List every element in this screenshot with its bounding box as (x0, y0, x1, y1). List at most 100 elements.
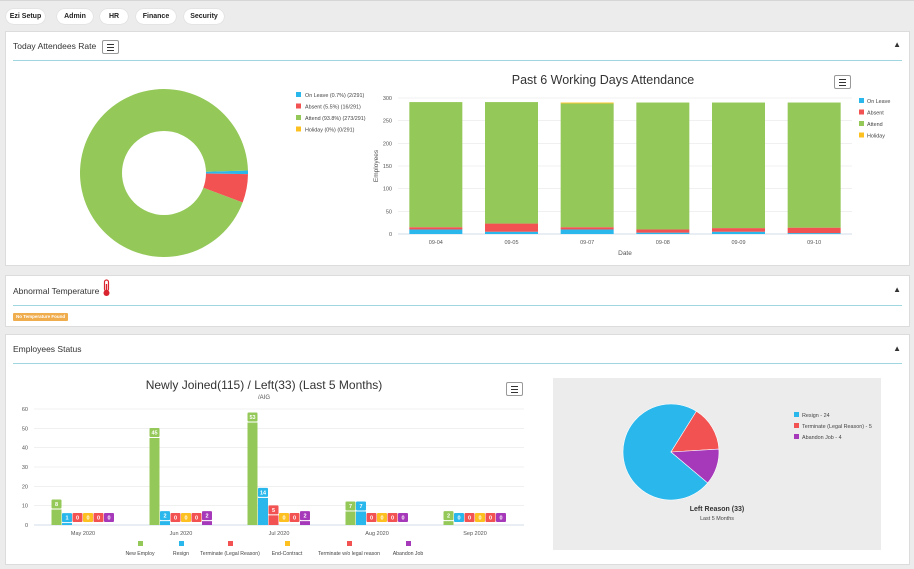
bar-segment (787, 227, 841, 234)
data-label: 2 (163, 514, 166, 520)
x-tick-label: Aug 2020 (365, 531, 389, 537)
data-label-bg (83, 513, 93, 522)
bar-segment (560, 102, 614, 104)
panel-title: Today Attendees Rate (13, 41, 97, 51)
bar (356, 511, 366, 525)
collapse-icon[interactable]: ▲ (893, 344, 901, 353)
chart-subtitle: Last 5 Months (700, 516, 734, 522)
data-label: 0 (401, 516, 404, 522)
legend-label: Attend (93.8%) (273/291) (305, 116, 366, 122)
data-label: 1 (65, 516, 68, 522)
data-label-bg (454, 513, 464, 522)
data-label: 45 (151, 431, 157, 437)
legend-swatch (859, 98, 864, 103)
nav-admin[interactable]: Admin (57, 9, 93, 24)
divider (13, 60, 902, 61)
bar-segment (712, 231, 765, 234)
data-label: 0 (97, 516, 100, 522)
panel-title: Employees Status (13, 344, 82, 354)
bar (62, 523, 72, 525)
data-label: 14 (260, 490, 267, 496)
legend-swatch (296, 92, 301, 97)
legend-label: On Leave (0.7%) (2/291) (305, 93, 365, 99)
data-label-bg (496, 513, 506, 522)
thermometer-icon (103, 279, 110, 296)
legend-swatch (859, 109, 864, 115)
x-tick-label: 09-04 (429, 240, 443, 246)
legend-swatch (859, 121, 864, 126)
legend-label: On Leave (867, 99, 890, 105)
y-tick-label: 0 (389, 232, 392, 238)
nav-hr[interactable]: HR (100, 9, 128, 24)
data-label: 0 (107, 516, 110, 522)
x-tick-label: Jun 2020 (170, 531, 193, 537)
data-label-bg (387, 513, 398, 522)
y-tick-label: 50 (22, 426, 28, 432)
data-label: 7 (359, 504, 362, 510)
data-label-bg (356, 501, 366, 511)
bar (258, 497, 268, 525)
bar-segment (560, 229, 614, 234)
legend-label: Resign - 24 (802, 413, 830, 419)
data-label: 5 (272, 508, 275, 514)
data-label-bg (366, 513, 377, 522)
legend-label: Terminate w/o legal reason (318, 551, 380, 557)
bar-segment (560, 227, 614, 230)
data-label-bg (475, 513, 485, 522)
legend-swatch (296, 103, 301, 109)
legend-swatch (794, 434, 799, 439)
data-label: 2 (205, 514, 208, 520)
attendees-panel: Today Attendees Rate ▲ On Leave (0.7%) (… (5, 31, 910, 266)
legend-label: Holiday (0%) (0/291) (305, 128, 355, 134)
data-label: 2 (303, 514, 306, 520)
data-label: 2 (447, 514, 450, 520)
legend-label: Terminate (Legal Reason) (200, 551, 260, 557)
data-label-bg (268, 505, 279, 515)
bar (247, 422, 258, 525)
y-tick-label: 60 (22, 407, 28, 413)
legend-swatch (285, 541, 290, 546)
bar (268, 515, 279, 525)
legend-label: End-Contract (272, 551, 303, 557)
y-tick-label: 30 (22, 465, 28, 471)
chart-menu-icon[interactable] (834, 75, 851, 89)
data-label: 0 (478, 516, 481, 522)
y-tick-label: 200 (383, 141, 392, 147)
data-label-bg (279, 513, 289, 522)
panel-title: Abnormal Temperature (13, 286, 100, 296)
bar-segment (485, 223, 538, 232)
bar-segment (636, 232, 690, 234)
bar-segment (485, 231, 538, 234)
legend-label: Abandon Job - 4 (802, 435, 842, 441)
data-label: 53 (249, 415, 255, 421)
data-label: 0 (380, 516, 383, 522)
data-label-bg (62, 513, 72, 523)
data-label-bg (51, 499, 62, 509)
collapse-icon[interactable]: ▲ (893, 40, 901, 49)
chart-menu-icon[interactable] (102, 40, 119, 54)
data-label: 0 (489, 516, 492, 522)
nav-finance[interactable]: Finance (136, 9, 176, 24)
nav-security[interactable]: Security (184, 9, 224, 24)
collapse-icon[interactable]: ▲ (893, 285, 901, 294)
bar (300, 521, 310, 525)
bar (345, 511, 356, 525)
x-tick-label: Sep 2020 (463, 531, 487, 537)
top-nav: Ezi Setup Admin HR Finance Security (0, 0, 914, 30)
chart-title: Newly Joined(115) / Left(33) (Last 5 Mon… (146, 378, 383, 392)
data-label-bg (377, 513, 387, 522)
bar-segment (787, 233, 841, 234)
data-label: 0 (499, 516, 502, 522)
chart-menu-icon[interactable] (506, 382, 523, 396)
x-tick-label: May 2020 (71, 531, 95, 537)
y-tick-label: 150 (383, 164, 392, 170)
data-label-bg (464, 513, 475, 522)
data-label-bg (289, 513, 300, 522)
pie-slice (622, 403, 709, 501)
bar (51, 509, 62, 525)
y-axis-title: Employees (373, 149, 380, 182)
legend-swatch (794, 412, 799, 417)
nav-ezi-setup[interactable]: Ezi Setup (6, 9, 45, 24)
data-label-bg (72, 513, 83, 522)
data-label-bg (300, 511, 310, 521)
